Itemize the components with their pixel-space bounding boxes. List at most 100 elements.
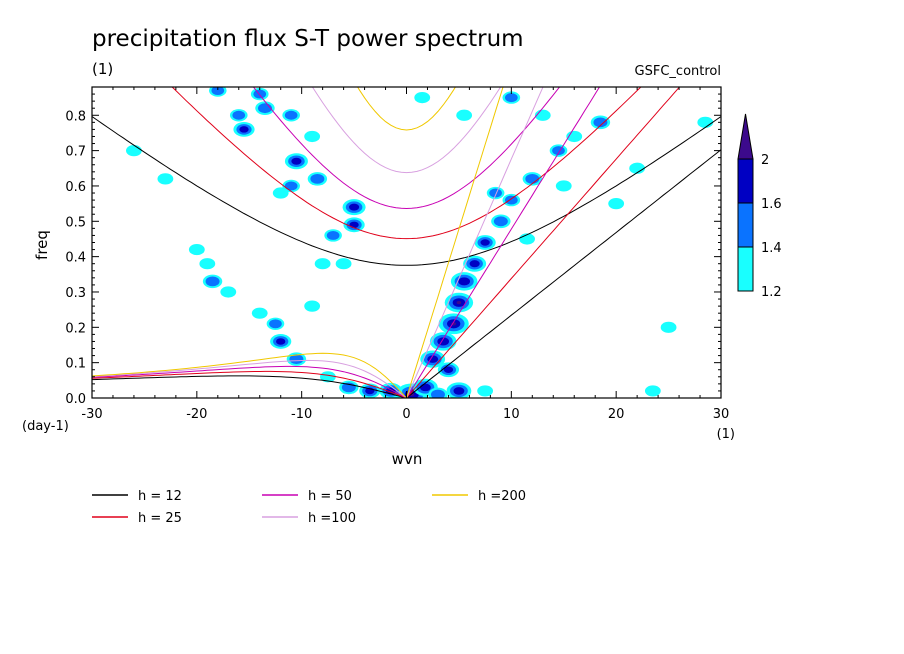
y-axis: 0.0 0.1 0.2 0.3 0.4 0.5 0.6 0.7 0.8 bbox=[65, 93, 721, 407]
power-blob-46 bbox=[304, 130, 321, 143]
power-contour bbox=[414, 92, 431, 104]
rossby-curve-h200 bbox=[92, 352, 407, 398]
power-contour bbox=[593, 117, 608, 128]
power-contour bbox=[304, 130, 321, 143]
power-contour bbox=[251, 307, 268, 319]
power-blob-32 bbox=[220, 286, 237, 298]
legend-entry: h = 12 bbox=[92, 489, 182, 504]
power-blob-5 bbox=[446, 382, 472, 398]
power-blob-47 bbox=[157, 173, 174, 185]
power-blob-56 bbox=[608, 198, 625, 210]
power-blob-17 bbox=[438, 313, 469, 335]
power-contour bbox=[555, 180, 572, 192]
power-blob-38 bbox=[282, 179, 300, 193]
power-contour bbox=[284, 181, 298, 191]
inertio-gravity-curve-h12 bbox=[92, 115, 721, 266]
power-blob-53 bbox=[502, 91, 521, 104]
legend-label: h = 25 bbox=[138, 511, 182, 526]
legend-entry: h =200 bbox=[432, 489, 526, 504]
power-contour bbox=[419, 383, 431, 392]
power-blob-59 bbox=[660, 321, 677, 333]
power-blob-14 bbox=[304, 300, 321, 312]
power-contour bbox=[269, 319, 282, 329]
x-tick-label: -20 bbox=[186, 407, 207, 422]
power-blob-37 bbox=[307, 172, 328, 186]
power-contour bbox=[608, 198, 625, 210]
power-blob-13 bbox=[251, 307, 268, 319]
power-blob-42 bbox=[255, 101, 275, 116]
power-blob-21 bbox=[474, 235, 496, 250]
power-blob-9 bbox=[319, 371, 336, 383]
power-blob-31 bbox=[188, 243, 205, 256]
power-contour bbox=[489, 188, 502, 198]
power-blob-6 bbox=[428, 387, 448, 398]
kelvin-curve-h200 bbox=[406, 87, 504, 398]
power-blob-18 bbox=[444, 292, 474, 313]
rossby-curve-h100 bbox=[92, 359, 407, 398]
power-contour bbox=[126, 145, 142, 157]
x-axis: -30 -20 -10 0 10 20 30 bbox=[81, 87, 729, 422]
power-contour bbox=[456, 109, 473, 121]
power-blob-35 bbox=[324, 229, 342, 242]
power-blob-29 bbox=[202, 274, 223, 289]
power-contour bbox=[239, 126, 249, 133]
legend-entry: h = 50 bbox=[262, 489, 352, 504]
power-contour bbox=[304, 300, 321, 312]
power-contour bbox=[349, 203, 360, 211]
power-blob-44 bbox=[250, 87, 269, 101]
colorbar-segment bbox=[737, 246, 754, 292]
power-blob-57 bbox=[486, 186, 505, 200]
colorbar-label: 1.6 bbox=[761, 197, 782, 212]
chart-title: precipitation flux S-T power spectrum bbox=[92, 26, 524, 52]
power-blob-61 bbox=[697, 116, 714, 128]
power-contour bbox=[456, 301, 462, 305]
power-contour bbox=[629, 162, 646, 174]
y-tick-label: 0.6 bbox=[65, 180, 86, 195]
power-contour bbox=[319, 371, 336, 383]
colorbar-label: 1.4 bbox=[761, 241, 782, 256]
power-contour bbox=[335, 258, 352, 270]
power-contour bbox=[310, 173, 325, 184]
inertio-gravity-curve-h100 bbox=[311, 87, 502, 174]
colorbar-extension bbox=[737, 113, 754, 160]
power-contour bbox=[289, 354, 304, 365]
power-blob-40 bbox=[233, 122, 255, 137]
power-blob-22 bbox=[491, 214, 511, 229]
colorbar: 1.2 1.4 1.6 2 bbox=[737, 113, 782, 300]
colorbar-segment bbox=[737, 158, 754, 204]
y-tick-label: 0.3 bbox=[65, 286, 86, 301]
power-blob-43 bbox=[282, 109, 300, 122]
power-blob-19 bbox=[450, 272, 478, 291]
power-blob-41 bbox=[229, 109, 248, 122]
power-blob-11 bbox=[270, 334, 292, 349]
power-blob-49 bbox=[314, 258, 331, 270]
x-tick-label: 30 bbox=[713, 407, 730, 422]
y-tick-label: 0.7 bbox=[65, 145, 86, 160]
units-label: (1) bbox=[92, 60, 113, 78]
power-blob-12 bbox=[266, 317, 285, 330]
power-contour bbox=[188, 243, 205, 256]
colorbar-segment bbox=[737, 202, 754, 248]
x-tick-label: -10 bbox=[291, 407, 312, 422]
power-blob-50 bbox=[335, 258, 352, 270]
power-contour bbox=[480, 239, 490, 246]
power-contour bbox=[443, 366, 454, 373]
power-contour bbox=[199, 258, 216, 270]
y-tick-label: 0.8 bbox=[65, 109, 86, 124]
power-contour bbox=[205, 276, 220, 287]
legend-label: h = 12 bbox=[138, 489, 182, 504]
power-blob-45 bbox=[209, 87, 227, 97]
power-contour bbox=[291, 157, 302, 165]
power-contour bbox=[493, 216, 508, 227]
inertio-gravity-curve-h50 bbox=[252, 87, 561, 210]
power-contour bbox=[660, 321, 677, 333]
power-blob-36 bbox=[284, 153, 308, 170]
power-spectrum-field bbox=[126, 87, 714, 398]
power-blob-55 bbox=[629, 162, 646, 174]
kelvin-curve-h25 bbox=[406, 87, 681, 398]
x-tick-label: -30 bbox=[81, 407, 102, 422]
y-tick-label: 0.2 bbox=[65, 321, 86, 336]
legend-entry: h = 25 bbox=[92, 511, 182, 526]
y-tick-label: 0.0 bbox=[65, 392, 86, 407]
power-contour bbox=[644, 385, 661, 397]
